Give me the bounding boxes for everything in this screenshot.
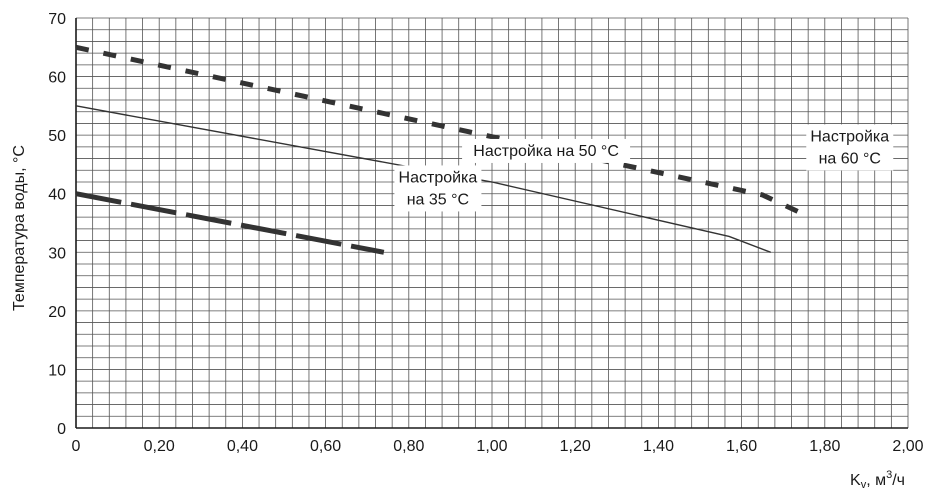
series-label-text: Настройка: [399, 169, 478, 186]
series-label-bg: [394, 165, 482, 212]
x-tick-label: 0,20: [144, 438, 175, 455]
y-tick-label: 50: [48, 128, 66, 145]
y-tick-label: 40: [48, 187, 66, 204]
y-tick-label: 70: [48, 11, 66, 28]
series-label-text: Настройка на 50 °C: [473, 143, 619, 160]
y-tick-label: 0: [57, 421, 66, 438]
y-tick-label: 10: [48, 362, 66, 379]
x-tick-label: 0,40: [227, 438, 258, 455]
x-tick-label: 1,60: [726, 438, 757, 455]
y-tick-label: 20: [48, 304, 66, 321]
series-line-50: [75, 105, 771, 253]
series-label-text: Настройка: [810, 128, 889, 145]
x-axis-label: Kv, м3/ч: [850, 469, 905, 490]
x-tick-label: 1,80: [809, 438, 840, 455]
grid: [75, 17, 909, 429]
series-label-text: на 35 °C: [407, 191, 469, 208]
y-axis-label: Температура воды, °C: [11, 145, 28, 311]
x-tick-label: 0,60: [310, 438, 341, 455]
x-tick-label: 1,40: [643, 438, 674, 455]
series-labels: Настройка на 35 °C Настройка на 50 °C Настр…: [394, 124, 894, 212]
x-tick-label: 0,80: [393, 438, 424, 455]
y-tick-label: 60: [48, 70, 66, 87]
x-tick-label: 1,20: [560, 438, 591, 455]
series-label-bg: [806, 124, 894, 171]
tick-labels: 0 0,20 0,40 0,60 0,80 1,00 1,20 1,40 1,60 1,80 2,0…: [48, 11, 923, 455]
series-label-text: на 60 °C: [819, 150, 881, 167]
series-label-bg: [462, 138, 631, 163]
axes: [75, 18, 908, 429]
x-tick-label: 2,00: [892, 438, 923, 455]
series-line-35: [75, 191, 385, 255]
series-lines: [75, 44, 801, 255]
x-tick-label: 0: [72, 438, 81, 455]
x-tick-label: 1,00: [476, 438, 507, 455]
y-tick-label: 30: [48, 245, 66, 262]
series-line-60: [75, 44, 801, 215]
